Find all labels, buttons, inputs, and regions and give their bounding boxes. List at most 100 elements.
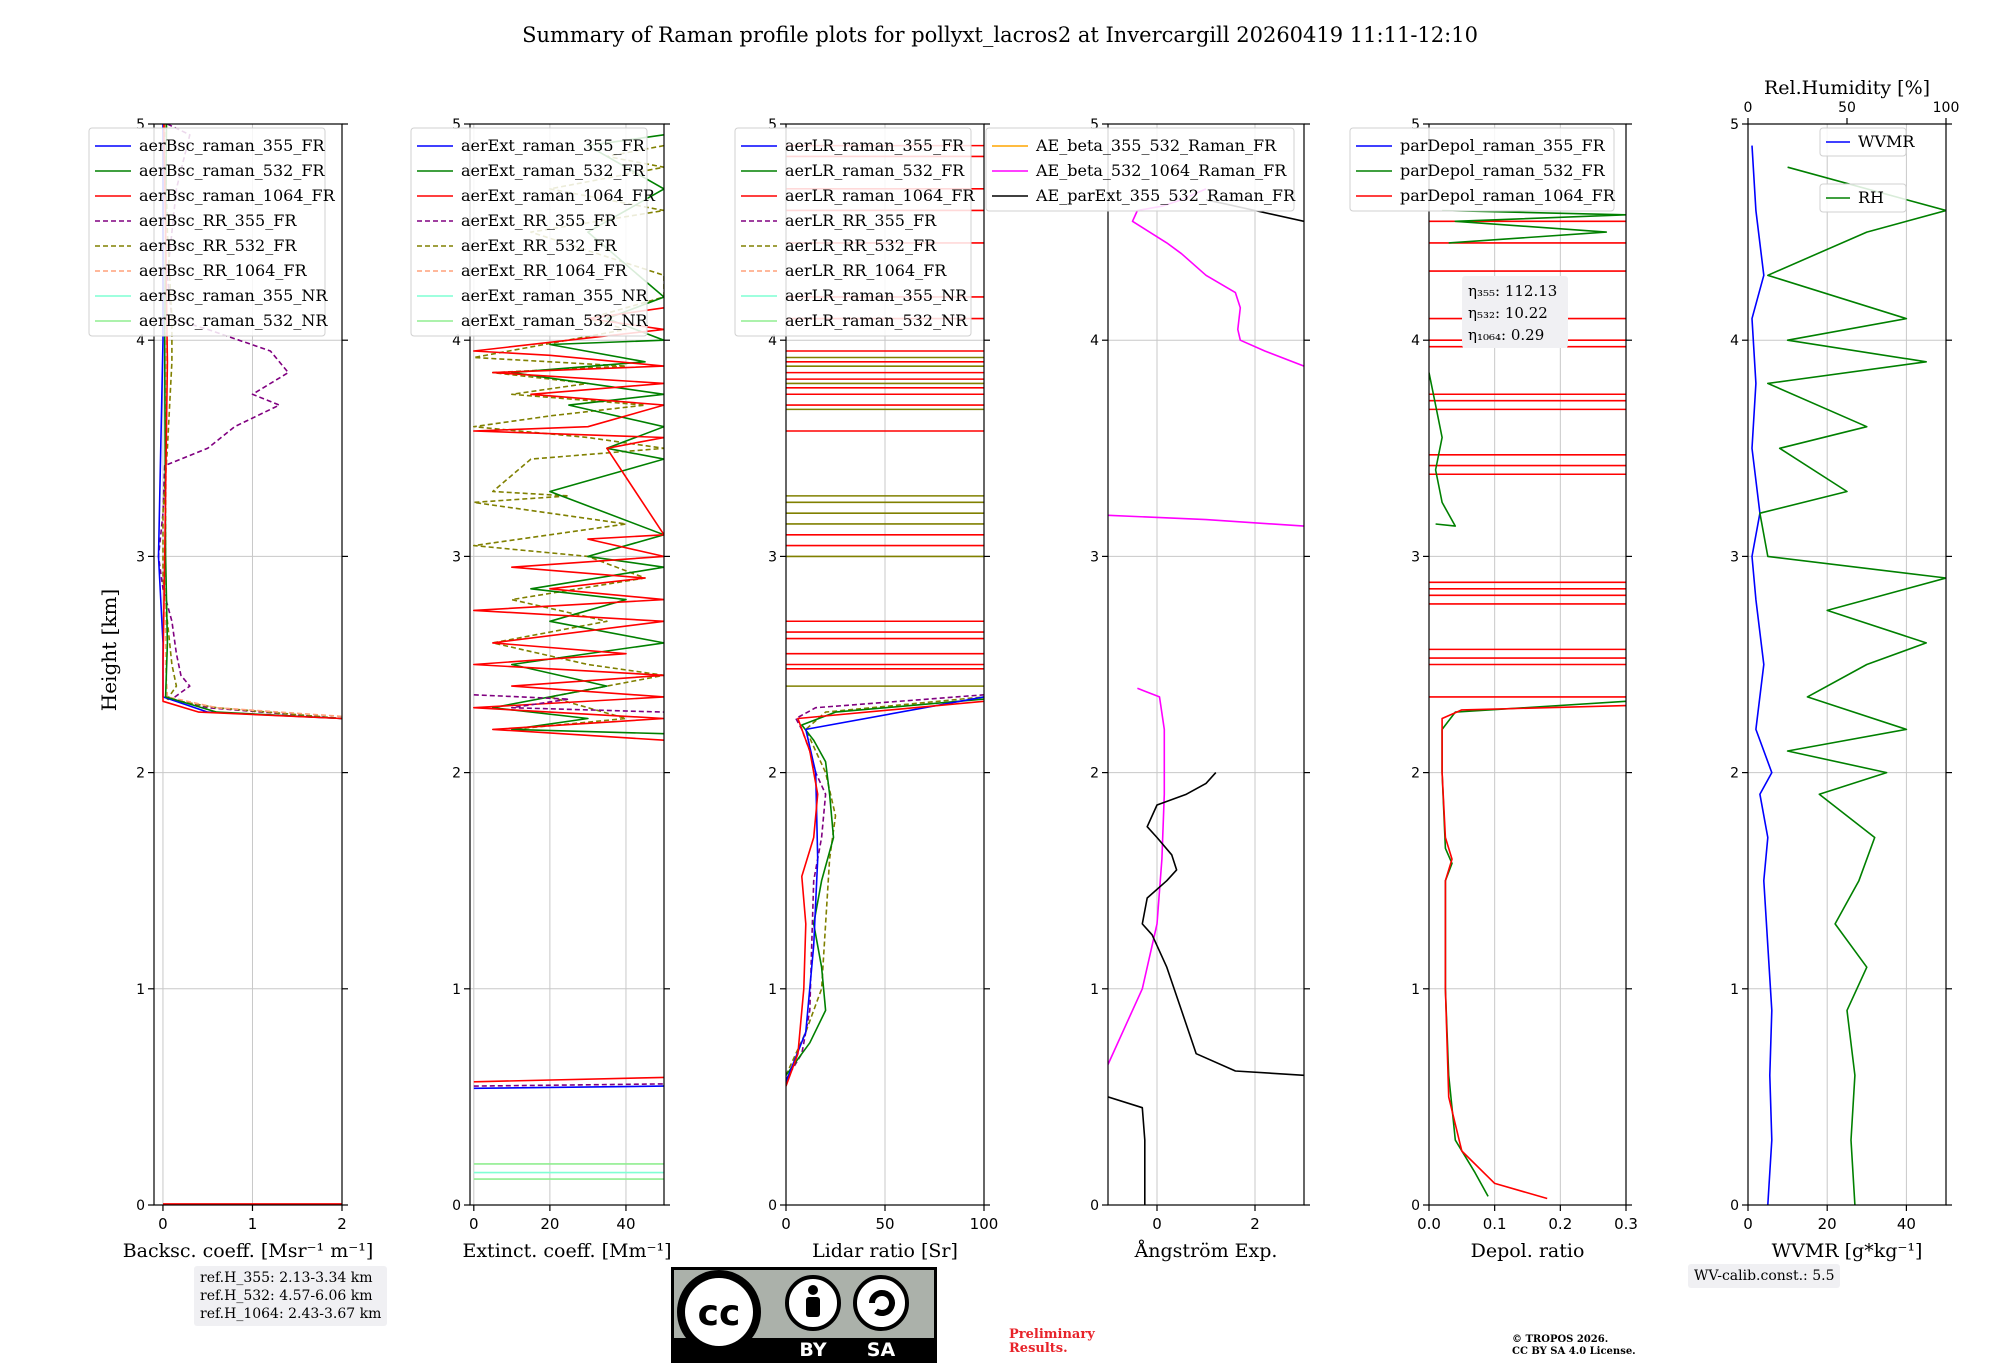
legend-label: WVMR (1858, 132, 1915, 151)
y-tick-label: 5 (1411, 117, 1420, 133)
panel-backscatter: 0 1 2 3 4 5 0 1 2 Backsc. coeff. [Msr⁻¹ m⁻¹] aerBs… (88, 117, 373, 1262)
legend-box (734, 127, 972, 337)
y-tick-label: 5 (1730, 117, 1739, 133)
legend-label: aerLR_raman_1064_FR (785, 186, 975, 205)
x-axis-label: Depol. ratio (1471, 1240, 1585, 1262)
legend-label: parDepol_raman_532_FR (1400, 161, 1606, 180)
wv-calibration-note: WV-calib.const.: 5.5 (1688, 1264, 1841, 1288)
y-tick-label: 4 (1411, 333, 1420, 349)
series-line-aerext-raman-355-fr-low (473, 1085, 664, 1090)
x-tick-label: 2 (337, 1215, 347, 1233)
preliminary-results-label: Preliminary Results. (1009, 1328, 1095, 1356)
x-tick-label: 1 (248, 1215, 258, 1233)
legend-label: aerBsc_raman_1064_FR (139, 186, 336, 205)
legend: WVMR RH (1819, 127, 1915, 213)
x-axis-label: Extinct. coeff. [Mm⁻¹] (462, 1240, 671, 1262)
legend-label: aerLR_RR_355_FR (785, 211, 937, 230)
legend-label: aerBsc_raman_355_NR (139, 286, 328, 305)
series-line-aerext-raman-1064-fr-low (473, 1076, 664, 1083)
preliminary-line-2: Results. (1009, 1341, 1068, 1356)
x-axis-label: Lidar ratio [Sr] (812, 1240, 958, 1262)
y-tick-label: 2 (1730, 766, 1739, 782)
legend-box (1819, 183, 1907, 213)
badge-cc-icon (685, 1278, 753, 1346)
legend-label: aerLR_raman_355_NR (785, 286, 968, 305)
y-axis-label: Height [km] (97, 589, 121, 711)
y-tick-label: 2 (452, 766, 461, 782)
legend-box (88, 127, 326, 337)
x-tick-label: 0 (469, 1215, 479, 1233)
y-tick-label: 3 (1730, 549, 1739, 565)
legend-label: aerLR_RR_1064_FR (785, 261, 947, 280)
legend-label: aerLR_raman_355_FR (785, 136, 965, 155)
series-line-ae-parext-355-532-raman-fr-2 (1141, 772, 1304, 1077)
badge-by-text: BY (799, 1339, 826, 1361)
top-tick-label: 0 (1744, 100, 1753, 116)
badge-person-head (808, 1285, 818, 1295)
ref-height-1064: ref.H_1064: 2.43-3.67 km (200, 1306, 382, 1322)
y-tick-label: 3 (452, 549, 461, 565)
y-tick-label: 2 (1411, 766, 1420, 782)
legend-label: RH (1858, 188, 1884, 207)
legend-label: aerExt_raman_355_NR (461, 286, 649, 305)
axes-frame (1428, 123, 1627, 1206)
reference-height-note: ref.H_355: 2.13-3.34 km ref.H_532: 4.57-… (194, 1266, 388, 1326)
y-tick-label: 4 (1730, 333, 1739, 349)
legend-label: aerExt_raman_532_FR (461, 161, 646, 180)
x-axis-label: WVMR [g*kg⁻¹] (1772, 1240, 1923, 1262)
legend-label: aerBsc_RR_1064_FR (139, 261, 308, 280)
y-tick-label: 5 (1090, 117, 1099, 133)
legend: parDepol_raman_355_FR parDepol_raman_532_… (1349, 127, 1616, 212)
figure-title: Summary of Raman profile plots for polly… (522, 23, 1478, 47)
y-tick-label: 3 (136, 549, 145, 565)
series-line-rh (1759, 166, 1946, 1205)
axes-frame (469, 123, 665, 1206)
series-line-aerext-rr-355-fr (473, 694, 664, 713)
preliminary-line-1: Preliminary (1009, 1327, 1095, 1342)
legend-box (1349, 127, 1615, 212)
series-line-pardepol-raman-532-fr (1441, 700, 1626, 1197)
series-line-ae-beta-532-1064-raman-fr (1108, 687, 1166, 1065)
series-line-pardepol-raman-1064-fr (1441, 704, 1626, 1200)
y-tick-label: 3 (1411, 549, 1420, 565)
axes-frame (785, 123, 985, 1206)
series-line-aerlr-rr-355-fr (786, 694, 984, 1081)
plot-area (1108, 188, 1304, 1205)
y-tick-label: 5 (452, 117, 461, 133)
top-axis-label: Rel.Humidity [%] (1764, 77, 1930, 99)
legend-label: aerLR_raman_532_FR (785, 161, 965, 180)
y-tick-label: 0 (452, 1198, 461, 1214)
legend-label: aerBsc_RR_532_FR (139, 236, 297, 255)
legend-label: AE_beta_532_1064_Raman_FR (1035, 161, 1287, 180)
badge-sharealike-arrow (869, 1290, 895, 1316)
eta-annotation-line: η₅₃₂: 10.22 (1468, 304, 1548, 322)
ref-height-355: ref.H_355: 2.13-3.34 km (200, 1270, 373, 1286)
legend-label: aerLR_RR_532_FR (785, 236, 937, 255)
series-line-pardepol-532-upper (1429, 372, 1457, 527)
badge-cc-text: cc (698, 1293, 741, 1334)
badge-sharealike-icon (853, 1275, 909, 1331)
axes-frame (153, 123, 343, 1206)
badge-sa-text: SA (867, 1339, 896, 1361)
y-tick-label: 2 (136, 766, 145, 782)
y-tick-label: 1 (452, 982, 461, 998)
legend-label: aerExt_RR_532_FR (461, 236, 618, 255)
panel-angstrom: 0 1 2 3 4 5 0 2 Ångström Exp. AE_beta_355_532_Ram… (985, 117, 1310, 1262)
legend-box (1819, 127, 1907, 157)
legend: aerExt_raman_355_FR aerExt_raman_532_FRae… (410, 127, 656, 337)
y-tick-label: 1 (1090, 982, 1099, 998)
eta-annotation-line: η₃₅₅: 112.13 (1468, 282, 1557, 300)
cc-by-sa-badge: cc BY SA (671, 1267, 937, 1363)
series-line-ae-parext-355-532-raman-fr (1108, 1096, 1146, 1205)
series-line-ae-beta-532-1064-upper (1108, 514, 1304, 527)
eta-annotation: η₃₅₅: 112.13 η₅₃₂: 10.22 η₁₀₆₄: 0.29 (1462, 276, 1568, 348)
y-tick-label: 1 (136, 982, 145, 998)
copyright-notice: © TROPOS 2026. CC BY SA 4.0 License. (1512, 1334, 1636, 1358)
legend-label: aerBsc_raman_532_FR (139, 161, 325, 180)
x-tick-label: 20 (540, 1215, 559, 1233)
panel-depol: 0 1 2 3 4 5 0.0 0.1 0.2 0.3 Depol. ratio parDepol_r… (1349, 117, 1638, 1262)
y-tick-label: 0 (1411, 1198, 1420, 1214)
eta-annotation-line: η₁₀₆₄: 0.29 (1468, 326, 1544, 344)
